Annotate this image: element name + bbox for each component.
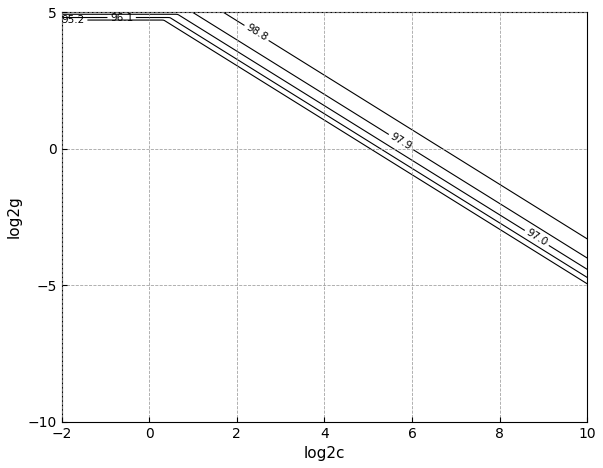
Text: 95.2: 95.2 — [62, 15, 85, 25]
X-axis label: log2c: log2c — [304, 446, 345, 461]
Text: 98.8: 98.8 — [244, 22, 269, 44]
Text: 97.0: 97.0 — [525, 227, 549, 249]
Y-axis label: log2g: log2g — [7, 196, 22, 238]
Text: 96.1: 96.1 — [110, 13, 133, 22]
Text: 97.9: 97.9 — [388, 132, 414, 153]
